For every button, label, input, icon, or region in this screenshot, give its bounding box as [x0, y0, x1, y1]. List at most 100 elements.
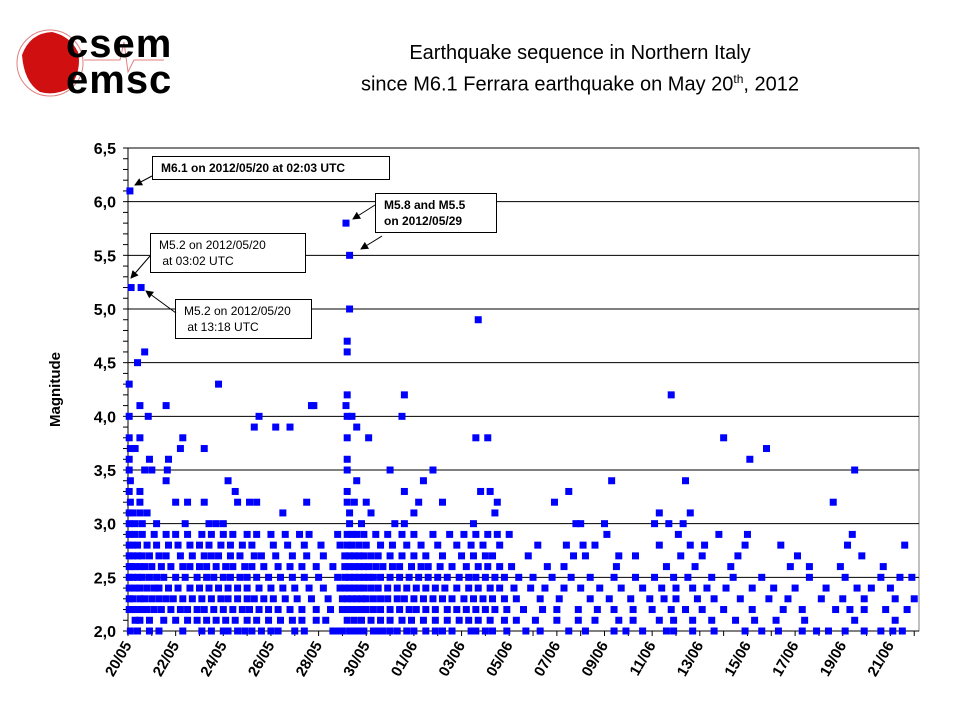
- data-point: [460, 595, 468, 603]
- data-point: [193, 573, 201, 581]
- data-point: [134, 359, 142, 367]
- data-point: [679, 520, 687, 528]
- data-point: [155, 627, 163, 635]
- plot-area: [127, 147, 920, 632]
- title-line2-text: since M6.1 Ferrara earthquake on May 20: [360, 73, 734, 96]
- data-point: [465, 616, 473, 624]
- data-point: [279, 509, 287, 517]
- data-point: [241, 563, 249, 571]
- data-point: [224, 477, 232, 485]
- data-point: [288, 573, 296, 581]
- data-point: [181, 573, 189, 581]
- data-point: [136, 498, 144, 506]
- data-point: [162, 530, 170, 538]
- data-point: [412, 606, 420, 614]
- x-tick-label: 26/05: [245, 639, 278, 680]
- data-point: [448, 595, 456, 603]
- data-point: [281, 530, 289, 538]
- data-point: [369, 606, 377, 614]
- data-point: [560, 584, 568, 592]
- data-point: [365, 434, 373, 442]
- y-axis-label: Magnitude: [47, 352, 64, 427]
- data-point: [398, 412, 406, 420]
- data-point: [286, 606, 294, 614]
- data-point: [496, 584, 504, 592]
- data-point: [393, 595, 401, 603]
- data-point: [219, 520, 227, 528]
- data-point: [215, 584, 223, 592]
- data-point: [491, 573, 499, 581]
- data-point: [889, 627, 897, 635]
- y-tick-label: 5,5: [94, 248, 116, 265]
- data-point: [396, 563, 404, 571]
- data-point: [176, 606, 184, 614]
- data-point: [155, 584, 163, 592]
- data-point: [338, 595, 346, 603]
- data-point: [343, 498, 351, 506]
- data-point: [179, 627, 187, 635]
- data-point: [686, 541, 694, 549]
- data-point: [357, 606, 365, 614]
- data-point: [515, 573, 523, 581]
- data-point: [851, 466, 859, 474]
- data-point: [400, 391, 408, 399]
- data-point: [403, 584, 411, 592]
- data-point: [162, 402, 170, 410]
- data-point: [491, 606, 499, 614]
- data-point: [763, 445, 771, 453]
- data-point: [910, 595, 918, 603]
- data-point: [155, 552, 163, 560]
- data-point: [125, 412, 133, 420]
- data-point: [384, 584, 392, 592]
- data-point: [393, 627, 401, 635]
- data-point: [698, 552, 706, 560]
- data-point: [386, 627, 394, 635]
- data-point: [343, 466, 351, 474]
- data-point: [350, 573, 358, 581]
- data-point: [226, 541, 234, 549]
- chart-title-line1: Earthquake sequence in Northern Italy: [409, 42, 751, 64]
- data-point: [125, 584, 133, 592]
- data-point: [448, 563, 456, 571]
- data-point: [334, 627, 342, 635]
- data-point: [145, 616, 153, 624]
- data-point: [144, 412, 152, 420]
- data-point: [481, 627, 489, 635]
- data-point: [751, 616, 759, 624]
- data-point: [303, 552, 311, 560]
- data-point: [543, 563, 551, 571]
- data-point: [824, 627, 832, 635]
- data-point: [248, 627, 256, 635]
- data-point: [472, 530, 480, 538]
- data-point: [276, 616, 284, 624]
- data-point: [560, 563, 568, 571]
- data-point: [896, 573, 904, 581]
- annotation-text: M5.2 on 2012/05/20: [184, 304, 291, 318]
- data-point: [455, 616, 463, 624]
- data-point: [386, 552, 394, 560]
- data-point: [484, 434, 492, 442]
- data-point: [188, 552, 196, 560]
- data-point: [422, 606, 430, 614]
- data-point: [667, 606, 675, 614]
- data-point: [801, 616, 809, 624]
- data-point: [248, 563, 256, 571]
- data-point: [353, 530, 361, 538]
- data-point: [343, 530, 351, 538]
- data-point: [125, 541, 133, 549]
- data-point: [343, 412, 351, 420]
- data-point: [281, 595, 289, 603]
- data-point: [438, 595, 446, 603]
- data-point: [169, 595, 177, 603]
- data-point: [253, 616, 261, 624]
- data-point: [581, 552, 589, 560]
- data-point: [153, 541, 161, 549]
- data-point: [179, 563, 187, 571]
- data-point: [250, 595, 258, 603]
- data-point: [341, 563, 349, 571]
- data-point: [665, 520, 673, 528]
- data-point: [229, 563, 237, 571]
- data-point: [286, 423, 294, 431]
- x-tick-label: 09/06: [578, 639, 611, 680]
- data-point: [720, 434, 728, 442]
